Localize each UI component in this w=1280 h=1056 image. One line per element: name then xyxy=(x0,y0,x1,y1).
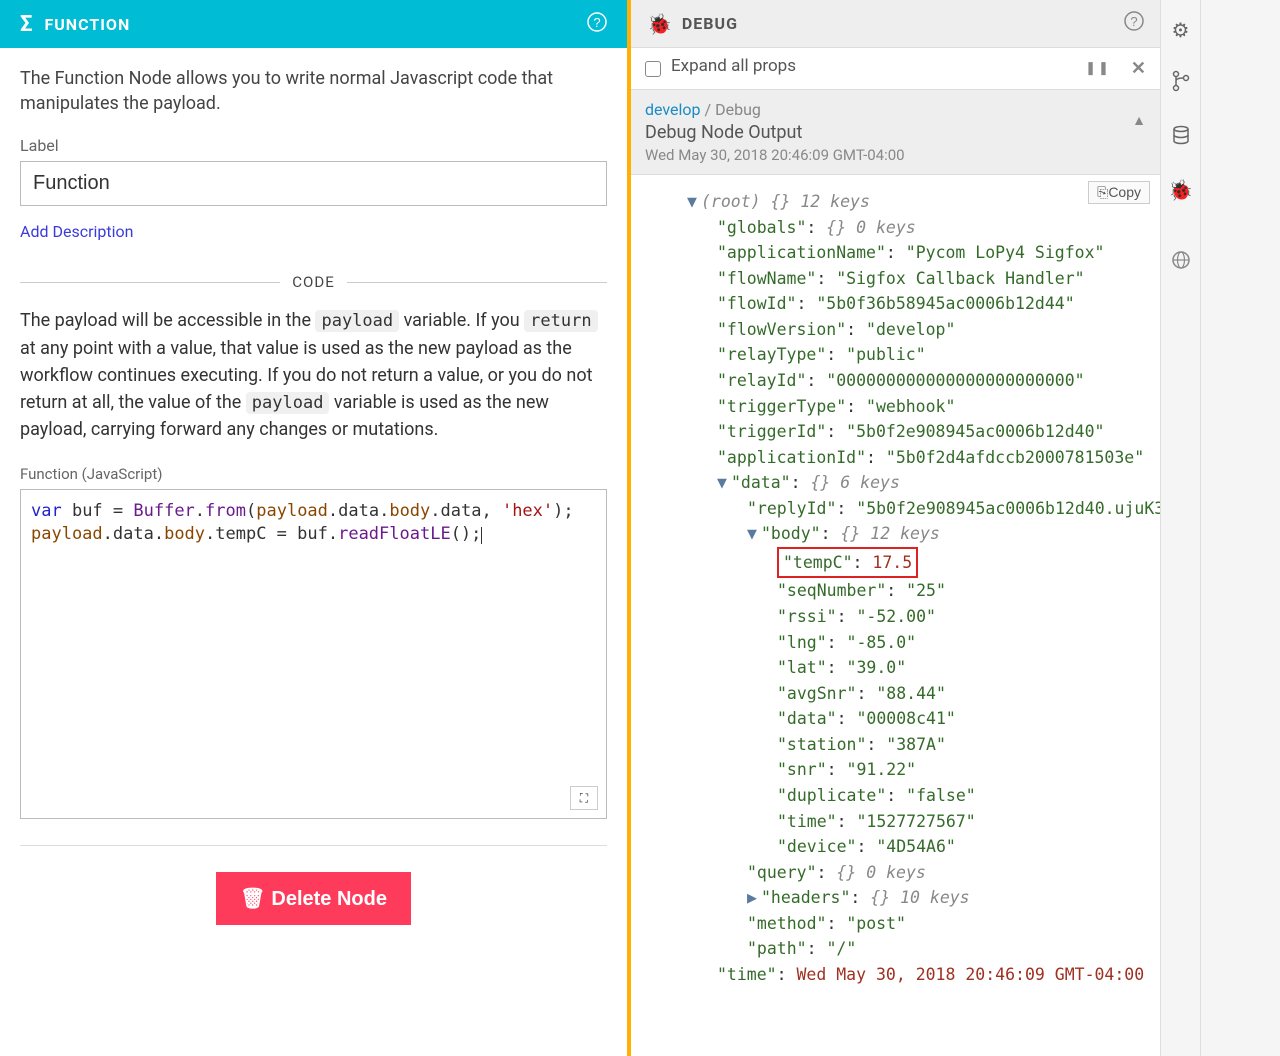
pause-button[interactable]: ❚❚ xyxy=(1085,61,1111,76)
svg-text:?: ? xyxy=(593,15,600,30)
label-input[interactable] xyxy=(20,161,607,206)
debug-header: 🐞 DEBUG ? xyxy=(631,0,1160,48)
highlighted-tempc: "tempC": 17.5 xyxy=(777,547,918,579)
delete-node-button[interactable]: 🗑Delete Node xyxy=(216,872,411,925)
sigma-icon: Σ xyxy=(20,12,32,37)
debug-header-title: DEBUG xyxy=(682,14,1124,33)
svg-text:?: ? xyxy=(1130,14,1137,29)
debug-controls: Expand all props ❚❚ ✕ xyxy=(631,48,1160,90)
json-viewer[interactable]: ⎘Copy ▼(root) {} 12 keys "globals": {} 0… xyxy=(631,175,1160,1056)
globe-icon[interactable] xyxy=(1171,250,1191,275)
collapse-icon[interactable]: ▲ xyxy=(1132,112,1146,129)
expand-all-label: Expand all props xyxy=(671,56,1085,76)
function-code-label: Function (JavaScript) xyxy=(20,465,607,483)
branch-icon[interactable] xyxy=(1172,70,1190,97)
expand-all-checkbox[interactable] xyxy=(645,61,661,77)
gear-icon[interactable]: ⚙ xyxy=(1172,18,1190,42)
bug-icon: 🐞 xyxy=(647,12,672,36)
debug-meta: develop / Debug Debug Node Output Wed Ma… xyxy=(631,90,1160,175)
code-editor[interactable]: var buf = Buffer.from(payload.data.body.… xyxy=(20,489,607,819)
add-description-link[interactable]: Add Description xyxy=(20,222,133,241)
function-intro: The Function Node allows you to write no… xyxy=(20,66,607,116)
debug-panel: 🐞 DEBUG ? Expand all props ❚❚ ✕ develop … xyxy=(631,0,1160,1056)
function-header: Σ FUNCTION ? xyxy=(0,0,627,48)
copy-icon: ⎘ xyxy=(1097,184,1108,200)
help-icon[interactable]: ? xyxy=(587,12,607,37)
trash-icon: 🗑 xyxy=(240,888,265,910)
label-field-label: Label xyxy=(20,136,607,155)
function-panel: Σ FUNCTION ? The Function Node allows yo… xyxy=(0,0,627,1056)
expand-icon: ⛶ xyxy=(580,790,588,806)
rail-stub xyxy=(1200,0,1280,1056)
storage-icon[interactable] xyxy=(1171,125,1191,150)
debug-rail-icon[interactable]: 🐞 xyxy=(1168,178,1193,202)
breadcrumb-develop[interactable]: develop xyxy=(645,100,701,119)
function-header-title: FUNCTION xyxy=(44,15,587,34)
expand-editor-button[interactable]: ⛶ xyxy=(570,786,598,810)
right-rail: ⚙ 🐞 xyxy=(1160,0,1200,1056)
copy-button[interactable]: ⎘Copy xyxy=(1088,181,1150,204)
code-divider: CODE xyxy=(20,273,607,291)
debug-help-icon[interactable]: ? xyxy=(1124,11,1144,36)
close-button[interactable]: ✕ xyxy=(1131,58,1146,79)
code-description: The payload will be accessible in the pa… xyxy=(20,307,607,443)
debug-output-title: Debug Node Output xyxy=(645,122,1146,143)
breadcrumb: develop / Debug xyxy=(645,100,1146,119)
debug-timestamp: Wed May 30, 2018 20:46:09 GMT-04:00 xyxy=(645,146,1146,164)
